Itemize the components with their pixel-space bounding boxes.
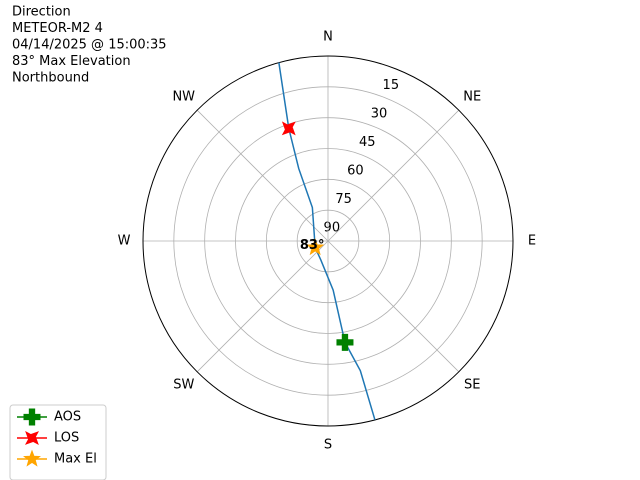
- legend-label: Max El: [54, 452, 97, 467]
- grid-spoke: [196, 240, 329, 373]
- title-line: 83° Max Elevation: [12, 54, 131, 69]
- grid-spoke: [196, 109, 329, 242]
- r-tick-label: 45: [359, 135, 376, 150]
- r-tick-label: 15: [383, 78, 400, 93]
- legend-label: AOS: [54, 410, 81, 425]
- angle-tick-label: SE: [464, 378, 480, 393]
- polar-frame: [142, 55, 514, 427]
- grid-spoke: [327, 109, 460, 242]
- angle-tick-label: N: [323, 30, 333, 45]
- legend-marker: [23, 449, 41, 467]
- marker-star: [306, 238, 325, 256]
- angle-tick-label: E: [528, 234, 536, 249]
- r-tick-label: 90: [324, 220, 341, 235]
- angle-tick-label: S: [324, 438, 332, 453]
- marker-x: [281, 121, 296, 136]
- track-line: [278, 62, 376, 421]
- r-tick-label: 30: [371, 106, 388, 121]
- marker-plus: [336, 333, 354, 351]
- angle-tick-label: W: [118, 234, 131, 249]
- legend-marker: [23, 408, 41, 426]
- angle-tick-label: NE: [463, 89, 481, 104]
- r-tick-label: 60: [347, 163, 364, 178]
- title-line: METEOR-M2 4: [12, 21, 103, 36]
- angle-tick-label: SW: [173, 378, 194, 393]
- value-label: 83°: [300, 238, 325, 253]
- legend-marker: [24, 430, 40, 446]
- title-line: Direction: [12, 5, 71, 20]
- r-tick-label: 75: [335, 192, 352, 207]
- legend-label: LOS: [54, 431, 79, 446]
- title-line: Northbound: [12, 71, 89, 86]
- grid-spoke: [327, 240, 460, 373]
- title-line: 04/14/2025 @ 15:00:35: [12, 38, 167, 53]
- angle-tick-label: NW: [172, 89, 195, 104]
- legend: AOS LOS Max El: [9, 404, 107, 480]
